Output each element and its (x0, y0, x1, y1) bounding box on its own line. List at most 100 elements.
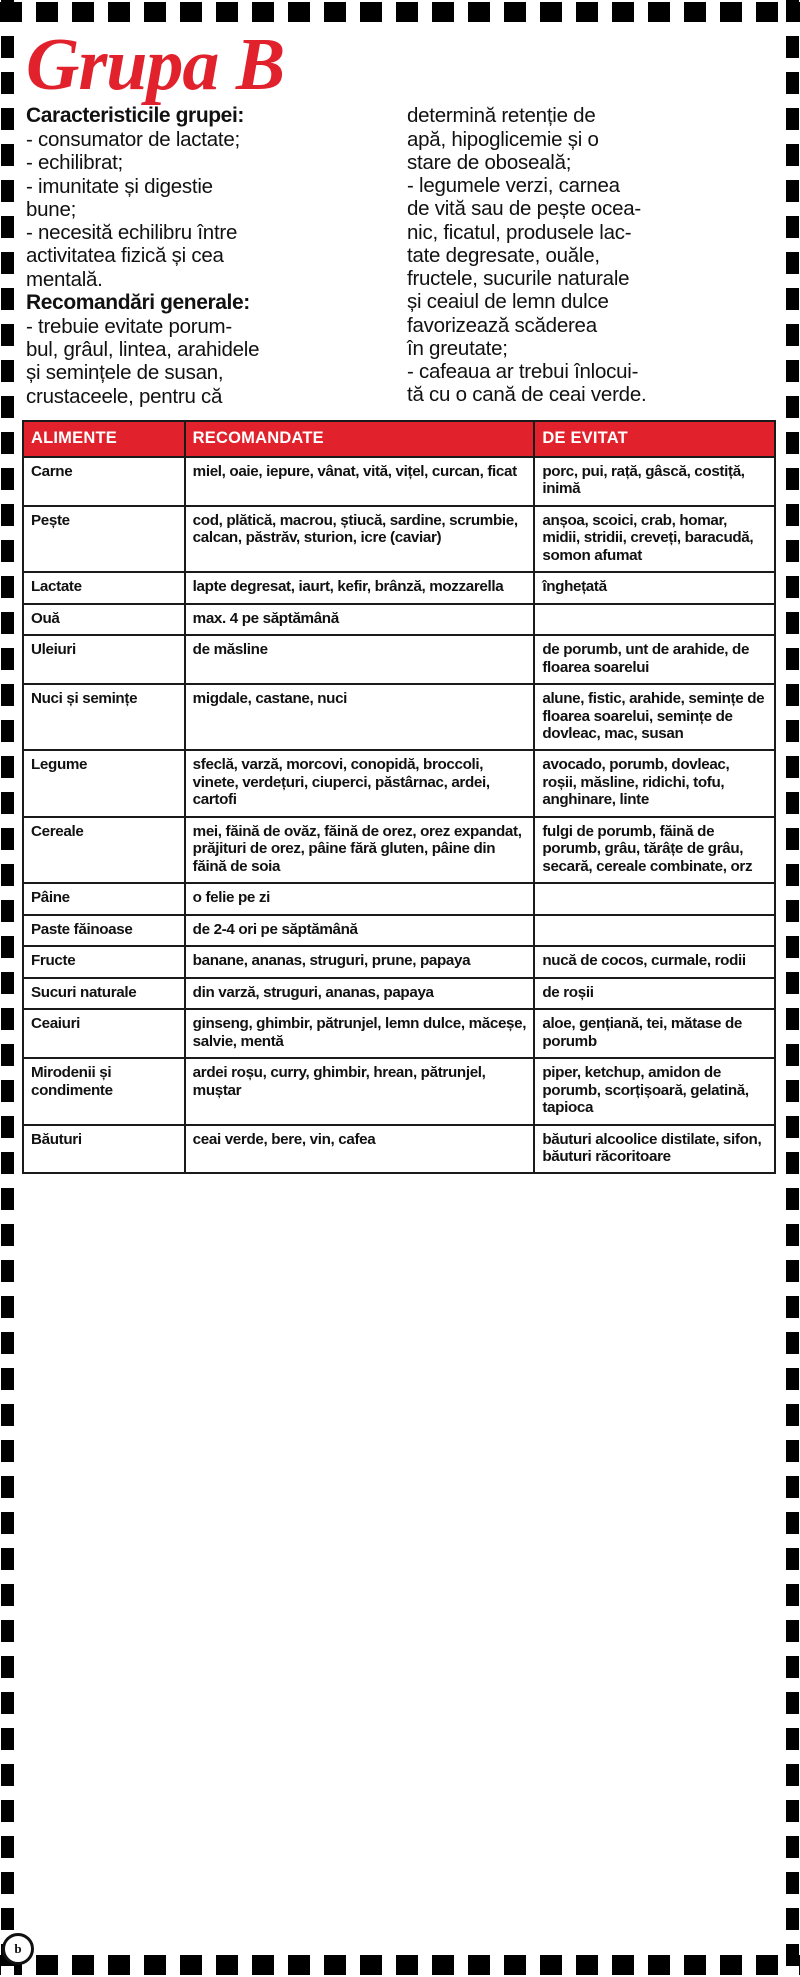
characteristics-line: - necesită echilibru între (26, 221, 238, 245)
logo-mark: b (14, 1941, 22, 1956)
cell-food: Mirodenii și condimente (22, 1057, 186, 1126)
dashed-border-top (0, 2, 800, 22)
intro-left-column: Caracteristicile grupei: - consumator de… (26, 104, 393, 408)
cell-recommended: migdale, castane, nuci (183, 683, 536, 752)
cell-food: Ceaiuri (22, 1008, 186, 1060)
table-row: Mirodenii și condimente ardei roșu, curry… (22, 1057, 776, 1126)
cell-avoid: anșoa, scoici, crab, homar, midii, strid… (533, 504, 776, 574)
cell-avoid (533, 882, 776, 916)
cell-avoid (533, 602, 776, 637)
intro-columns: Caracteristicile grupei: - consumator de… (22, 104, 776, 408)
cell-food: Nuci și semințe (22, 683, 186, 752)
intro-right-line: tate degresate, ouăle, (407, 243, 600, 267)
intro-right-line: determină retenție de (407, 104, 596, 128)
foods-table-head: ALIMENTE RECOMANDATE DE EVITAT (22, 419, 776, 458)
table-row: Legume sfeclă, varză, morcovi, conopidă, … (22, 749, 776, 818)
cell-food: Cereale (22, 815, 186, 885)
cell-recommended: mei, făină de ovăz, făină de orez, orez … (183, 815, 536, 885)
cell-recommended: banane, ananas, struguri, prune, papaya (183, 945, 536, 979)
recommendations-line: bul, grâul, lintea, arahidele (26, 338, 260, 362)
cell-food: Fructe (22, 945, 186, 979)
column-header-alimente: ALIMENTE (22, 419, 186, 458)
intro-right-line: și ceaiul de lemn dulce (407, 290, 609, 314)
table-row: Uleiuri de măsline de porumb, unt de arahi… (22, 634, 776, 686)
cell-food: Legume (22, 749, 186, 818)
table-row: Pâine o felie pe zi (22, 882, 776, 916)
cell-recommended: sfeclă, varză, morcovi, conopidă, brocco… (183, 749, 536, 818)
cell-avoid: băuturi alcoolice distilate, sifon, băut… (533, 1123, 776, 1175)
cell-avoid: de roșii (533, 976, 776, 1011)
cell-avoid: aloe, gențiană, tei, mătase de porumb (533, 1008, 776, 1060)
recommendations-line: și semințele de susan, (26, 361, 224, 385)
intro-right-line: - legumele verzi, carnea (407, 174, 620, 198)
intro-right-line: tă cu o cană de ceai verde. (407, 383, 647, 407)
cell-food: Pâine (22, 882, 186, 916)
characteristics-line: activitatea fizică și cea (26, 244, 224, 268)
characteristics-line: - imunitate și digestie (26, 174, 213, 198)
characteristics-heading: Caracteristicile grupei: (26, 104, 244, 128)
cell-recommended: o felie pe zi (183, 882, 536, 916)
table-row: Fructe banane, ananas, struguri, prune, p… (22, 945, 776, 979)
table-row: Sucuri naturale din varză, struguri, anan… (22, 976, 776, 1011)
characteristics-line: - consumator de lactate; (26, 128, 240, 152)
cell-food: Sucuri naturale (22, 976, 186, 1011)
table-row: Pește cod, plătică, macrou, știucă, sardi… (22, 504, 776, 574)
cell-avoid: înghețată (533, 571, 776, 605)
cell-recommended: de 2-4 ori pe săptămână (183, 913, 536, 948)
table-row: Carne miel, oaie, iepure, vânat, vită, vi… (22, 455, 776, 507)
cell-food: Băuturi (22, 1123, 186, 1175)
characteristics-line: - echilibrat; (26, 151, 124, 175)
cell-avoid: alune, fistic, arahide, semințe de floar… (533, 683, 776, 752)
page-title: Grupa B (26, 24, 285, 106)
cell-recommended: de măsline (183, 634, 536, 686)
column-header-recomandate: RECOMANDATE (183, 419, 536, 458)
cell-avoid: de porumb, unt de arahide, de floarea so… (533, 634, 776, 686)
intro-right-line: în greutate; (407, 336, 508, 360)
characteristics-line: mentală. (26, 267, 103, 291)
intro-right-line: favorizează scăderea (407, 313, 597, 337)
characteristics-line: bune; (26, 197, 77, 221)
table-row: Lactate lapte degresat, iaurt, kefir, brâ… (22, 571, 776, 605)
cell-recommended: ginseng, ghimbir, pătrunjel, lemn dulce,… (183, 1008, 536, 1060)
intro-right-line: de vită sau de pește ocea- (407, 197, 641, 221)
cell-food: Lactate (22, 571, 186, 605)
cell-avoid: nucă de cocos, curmale, rodii (533, 945, 776, 979)
cell-food: Carne (22, 455, 186, 507)
foods-table-body: Carne miel, oaie, iepure, vânat, vită, vi… (22, 455, 776, 1175)
cell-recommended: cod, plătică, macrou, știucă, sardine, s… (183, 504, 536, 574)
cell-recommended: max. 4 pe săptămână (183, 602, 536, 637)
table-row: Paste făinoase de 2-4 ori pe săptămână (22, 913, 776, 948)
content-area: Grupa B Caracteristicile grupei: - consu… (22, 24, 776, 1953)
intro-right-line: apă, hipoglicemie și o (407, 127, 599, 151)
cell-food: Paste făinoase (22, 913, 186, 948)
cell-recommended: ceai verde, bere, vin, cafea (183, 1123, 536, 1175)
cell-avoid: piper, ketchup, amidon de porumb, scorți… (533, 1057, 776, 1126)
cell-recommended: lapte degresat, iaurt, kefir, brânză, mo… (183, 571, 536, 605)
cell-food: Pește (22, 504, 186, 574)
intro-right-line: - cafeaua ar trebui înlocui- (407, 360, 639, 384)
dashed-border-bottom (0, 1955, 800, 1975)
cell-recommended: din varză, struguri, ananas, papaya (183, 976, 536, 1011)
cell-recommended: ardei roșu, curry, ghimbir, hrean, pătru… (183, 1057, 536, 1126)
column-header-de-evitat: DE EVITAT (533, 419, 776, 458)
dashed-border-right (786, 0, 799, 1977)
table-row: Ouă max. 4 pe săptămână (22, 602, 776, 637)
intro-right-line: nic, ficatul, produsele lac- (407, 220, 632, 244)
table-row: Ceaiuri ginseng, ghimbir, pătrunjel, lemn… (22, 1008, 776, 1060)
cell-food: Uleiuri (22, 634, 186, 686)
cell-avoid (533, 913, 776, 948)
foods-table: ALIMENTE RECOMANDATE DE EVITAT Carne miel… (22, 419, 776, 1175)
table-row: Nuci și semințe migdale, castane, nuci alu… (22, 683, 776, 752)
recommendations-line: crustaceele, pentru că (26, 384, 223, 408)
cell-food: Ouă (22, 602, 186, 637)
dashed-border-left (1, 0, 14, 1977)
publisher-logo: b (2, 1933, 34, 1965)
recommendations-line: - trebuie evitate porum- (26, 314, 232, 338)
cell-recommended: miel, oaie, iepure, vânat, vită, vițel, … (183, 455, 536, 507)
cell-avoid: porc, pui, rață, gâscă, costiță, inimă (533, 455, 776, 507)
recommendations-heading: Recomandări generale: (26, 290, 250, 314)
table-row: Băuturi ceai verde, bere, vin, cafea băutu… (22, 1123, 776, 1175)
intro-right-line: stare de oboseală; (407, 150, 572, 174)
cell-avoid: fulgi de porumb, făină de porumb, grâu, … (533, 815, 776, 885)
